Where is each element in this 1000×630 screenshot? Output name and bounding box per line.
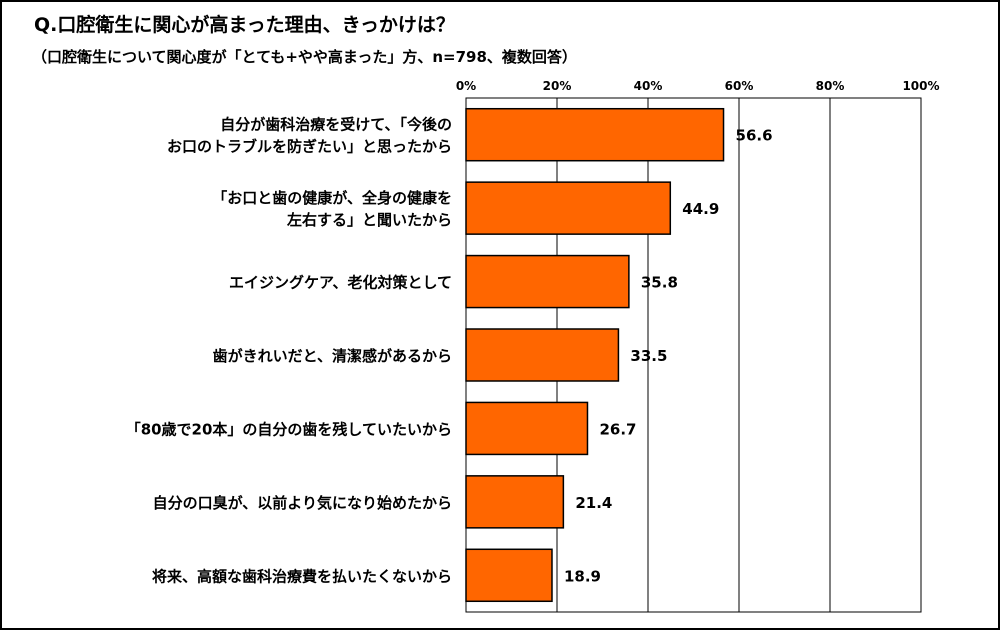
x-tick-label: 40% (634, 79, 663, 93)
category-label: エイジングケア、老化対策として (229, 274, 452, 292)
bar (465, 181, 672, 235)
data-label: 33.5 (630, 347, 667, 365)
data-label: 35.8 (641, 274, 678, 292)
bar (465, 328, 620, 382)
bar (465, 254, 630, 309)
category-label: 「お口と歯の健康が、全身の健康を左右する」と聞いたから (212, 189, 452, 229)
category-label: 自分が歯科治療を受けて、「今後のお口のトラブルを防ぎたい」と思ったから (167, 116, 452, 156)
x-tick-label: 0% (456, 79, 476, 93)
x-tick-label: 100% (902, 79, 939, 93)
data-label: 18.9 (564, 567, 601, 585)
x-tick-label: 60% (725, 79, 754, 93)
data-label: 21.4 (575, 494, 612, 512)
chart-title: Q.口腔衛生に関心が高まった理由、きっかけは？ (34, 14, 455, 36)
bar (465, 548, 553, 603)
data-label: 56.6 (736, 127, 773, 145)
category-label: 将来、高額な歯科治療費を払いたくないから (152, 567, 452, 585)
category-label: 歯がきれいだと、清潔感があるから (213, 347, 452, 365)
x-tick-label: 80% (816, 79, 845, 93)
category-label: 「80歳で20本」の自分の歯を残していたいから (126, 420, 452, 438)
bar (465, 107, 725, 162)
data-label: 44.9 (682, 200, 719, 218)
x-tick-label: 20% (543, 79, 572, 93)
data-label: 26.7 (599, 420, 636, 438)
category-label: 自分の口臭が、以前より気になり始めたから (153, 494, 452, 512)
chart-subtitle: （口腔衛生について関心度が「とても+やや高まった」方、n=798、複数回答） (32, 48, 577, 66)
bar (465, 401, 589, 456)
bar (465, 475, 565, 529)
